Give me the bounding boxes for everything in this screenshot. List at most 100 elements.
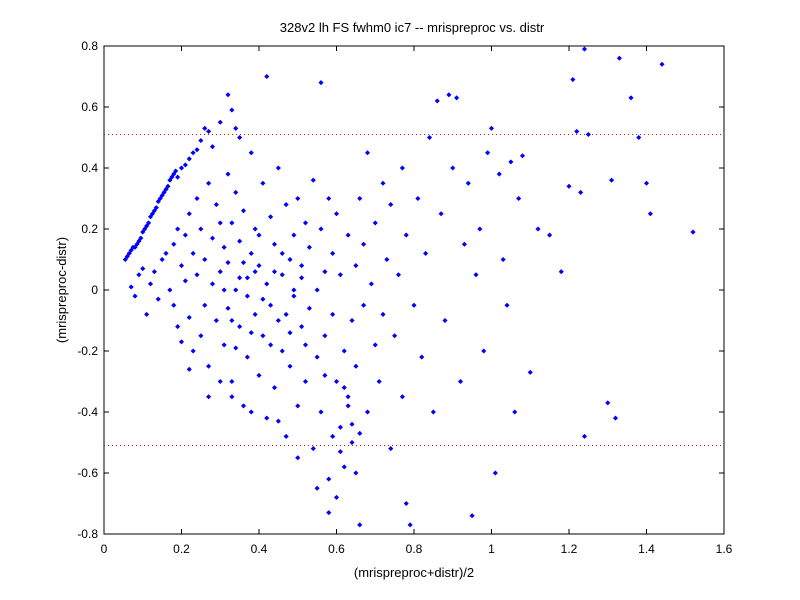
x-tick-label: 0.8 xyxy=(406,542,423,556)
data-point xyxy=(174,174,181,180)
data-point xyxy=(271,241,278,247)
data-point xyxy=(229,107,235,113)
data-point xyxy=(349,421,355,427)
data-point xyxy=(252,226,258,232)
data-point xyxy=(616,55,623,61)
data-point xyxy=(236,238,243,244)
data-point xyxy=(256,372,262,379)
y-tick-label: -0.6 xyxy=(77,466,98,480)
data-point xyxy=(225,305,231,311)
data-point xyxy=(217,378,223,385)
data-point xyxy=(306,305,313,311)
y-tick-label: -0.8 xyxy=(77,527,98,541)
data-point xyxy=(345,232,351,238)
data-point xyxy=(384,256,390,263)
data-point xyxy=(240,208,247,214)
x-tick-label: 0.4 xyxy=(251,542,268,556)
data-point xyxy=(349,439,355,446)
data-point xyxy=(194,147,200,153)
data-point xyxy=(298,275,305,281)
data-point xyxy=(165,183,171,189)
data-point xyxy=(248,330,254,336)
data-point xyxy=(314,354,320,360)
data-point xyxy=(457,378,464,385)
data-point xyxy=(403,232,409,238)
data-point xyxy=(291,232,297,238)
data-point xyxy=(415,195,421,202)
data-point xyxy=(469,513,475,519)
data-point xyxy=(337,424,344,430)
data-point xyxy=(399,165,406,171)
data-point xyxy=(295,455,301,461)
data-point xyxy=(372,220,378,226)
data-point xyxy=(283,201,289,208)
data-point xyxy=(159,256,165,263)
data-point xyxy=(535,226,541,232)
data-point xyxy=(512,409,518,415)
data-point xyxy=(496,171,502,177)
data-point xyxy=(240,259,247,266)
data-point xyxy=(484,150,491,156)
data-point xyxy=(182,162,189,168)
data-point xyxy=(337,272,344,278)
data-point xyxy=(636,134,642,141)
data-point xyxy=(132,293,138,299)
data-point xyxy=(167,287,173,293)
data-point xyxy=(577,189,584,196)
data-point xyxy=(229,394,235,400)
data-point xyxy=(202,125,208,132)
data-point xyxy=(314,485,320,491)
data-point xyxy=(229,378,235,385)
data-point xyxy=(279,348,285,354)
data-point xyxy=(155,198,161,205)
data-point xyxy=(252,311,258,318)
data-point xyxy=(275,165,282,171)
plot-area xyxy=(103,45,725,535)
data-point xyxy=(298,262,305,269)
x-tick-label: 1.6 xyxy=(716,542,733,556)
data-point xyxy=(213,201,220,208)
data-point xyxy=(264,415,270,421)
data-point xyxy=(659,61,665,67)
data-point xyxy=(605,400,611,406)
data-point xyxy=(318,226,324,232)
data-point xyxy=(326,476,332,482)
data-point xyxy=(202,302,208,308)
data-point xyxy=(364,150,371,156)
data-point xyxy=(322,372,328,379)
data-point xyxy=(434,98,440,104)
data-point xyxy=(233,189,239,196)
data-point xyxy=(345,394,351,400)
x-tick-label: 0 xyxy=(101,542,108,556)
data-point xyxy=(326,195,332,202)
data-point xyxy=(492,470,499,476)
data-point xyxy=(608,177,615,183)
data-point xyxy=(153,204,159,211)
data-point xyxy=(221,244,227,250)
data-point xyxy=(140,229,146,235)
data-point xyxy=(186,211,192,217)
data-point xyxy=(143,223,150,229)
data-point xyxy=(233,287,239,293)
data-point xyxy=(205,394,212,400)
x-tick-label: 1.4 xyxy=(638,542,655,556)
data-point xyxy=(488,125,495,132)
data-point xyxy=(481,348,487,354)
data-point xyxy=(159,192,165,199)
data-point xyxy=(422,250,429,257)
data-point xyxy=(217,220,223,226)
data-point xyxy=(322,269,328,275)
data-point xyxy=(527,369,533,376)
data-point xyxy=(198,226,204,232)
data-point xyxy=(279,250,285,257)
data-point xyxy=(291,287,297,293)
data-point xyxy=(229,220,235,226)
data-point xyxy=(209,281,216,287)
data-point xyxy=(256,232,262,238)
data-point xyxy=(248,250,254,257)
data-point xyxy=(136,238,142,244)
data-point xyxy=(581,433,588,440)
data-point xyxy=(380,180,386,186)
data-point xyxy=(500,256,506,263)
data-point xyxy=(190,250,196,257)
